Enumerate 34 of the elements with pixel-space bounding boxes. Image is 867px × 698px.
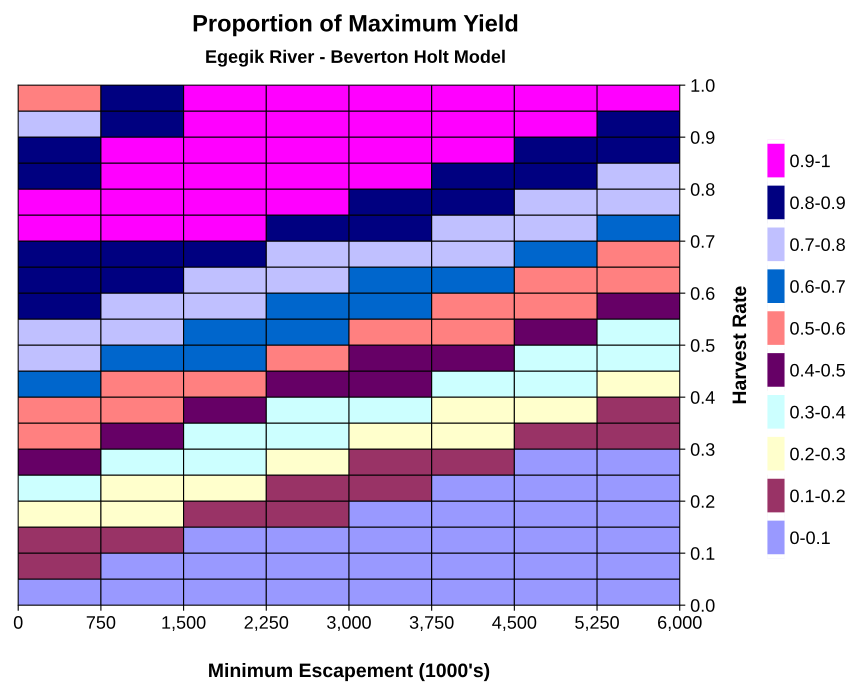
chart-title: Proportion of Maximum Yield — [194, 14, 518, 36]
x-tick-label: 2,250 — [244, 616, 288, 631]
color-bar-label: 0.8-0.9 — [790, 196, 845, 210]
color-bar-label: 0.2-0.3 — [790, 448, 845, 460]
chart-subtitle: Egegik River - Beverton Holt Model — [206, 50, 505, 67]
y-tick-label: 0.3 — [690, 443, 714, 456]
color-bar-label: 0-0.1 — [790, 531, 830, 544]
color-bar-label: 0.9-1 — [790, 154, 830, 168]
y-tick-label: 0.1 — [690, 547, 714, 560]
x-tick-label: 3,750 — [410, 616, 454, 631]
x-tick-label: 4,500 — [492, 616, 536, 631]
x-tick-label: 1,500 — [162, 616, 206, 631]
color-bar-label: 0.3-0.4 — [790, 406, 846, 419]
y-tick-label: 0.9 — [690, 131, 714, 144]
y-tick-label: 0.0 — [690, 599, 715, 612]
x-tick-label: 6,000 — [658, 616, 702, 631]
x-tick-label: 3,000 — [327, 616, 371, 631]
y-tick-label: 1.0 — [692, 79, 715, 92]
color-bar-label: 0.5-0.6 — [790, 322, 845, 335]
y-tick-label: 0.4 — [690, 391, 715, 404]
color-bar-label: 0.6-0.7 — [790, 280, 845, 293]
y-tick-label: 0.8 — [690, 183, 714, 196]
x-tick-label: 750 — [86, 616, 116, 629]
x-tick-label: 0 — [14, 616, 23, 629]
y-tick-label: 0.5 — [690, 339, 714, 352]
x-tick-label: 5,250 — [575, 616, 619, 631]
color-bar-label: 0.7-0.8 — [790, 238, 845, 252]
color-bar-label: 0.1-0.2 — [790, 490, 845, 502]
y-tick-label: 0.7 — [690, 235, 714, 248]
color-bar-label: 0.4-0.5 — [790, 364, 845, 377]
y-tick-label: 0.6 — [690, 287, 714, 300]
y-axis-title: Harvest Rate — [732, 286, 746, 404]
x-axis-title: Minimum Escapement (1000's) — [209, 662, 490, 682]
y-tick-label: 0.2 — [690, 495, 714, 508]
